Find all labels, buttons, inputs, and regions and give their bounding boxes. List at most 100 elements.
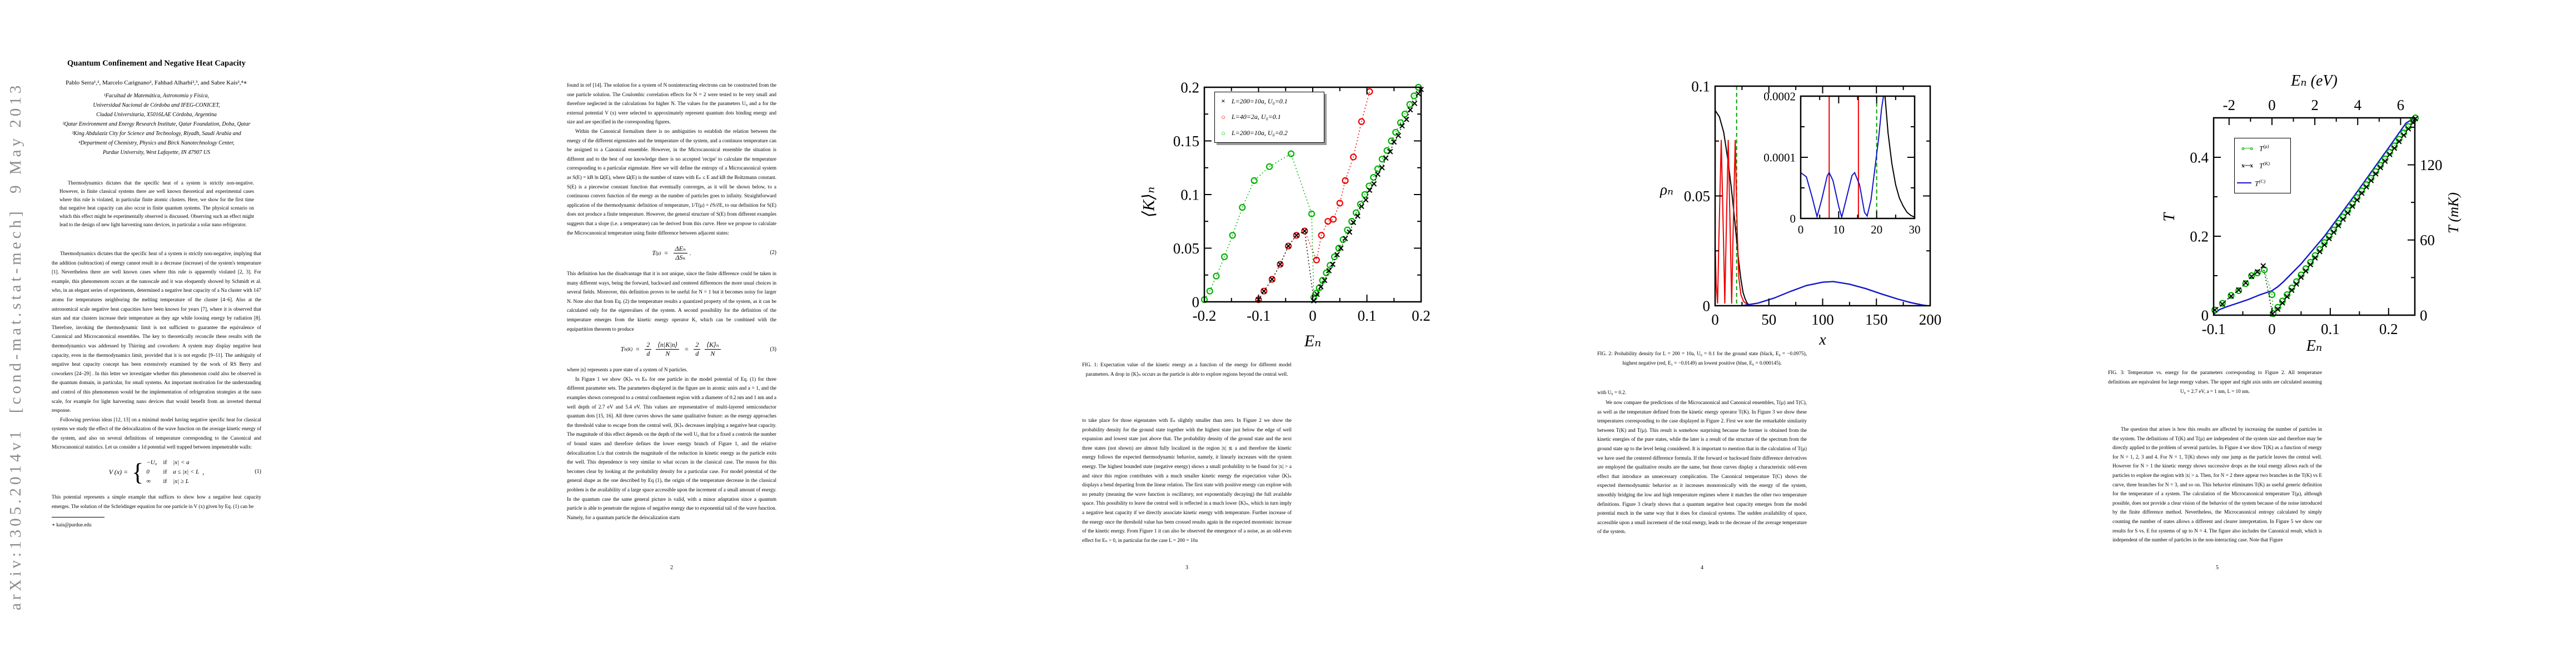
series-line — [2213, 117, 2415, 315]
tick-label: 0.1 — [2321, 321, 2340, 337]
legend-sup: (μ) — [2263, 143, 2269, 149]
eq3-frac4: ⟨K⟩ₙ N — [705, 341, 721, 358]
figure-2: 0 50 100 150 200 0 0.05 0.1 0 10 20 30 0 0.0001 0.0002… — [1651, 66, 1954, 360]
x-marker-icon — [1285, 243, 1292, 249]
circle-marker-icon — [1220, 253, 1228, 261]
x-marker-icon — [2321, 242, 2328, 248]
tick-label: 0.0001 — [1763, 151, 1796, 164]
circle-marker-icon — [2254, 269, 2261, 277]
legend-base: T — [2255, 178, 2259, 187]
x-marker-icon — [2308, 262, 2314, 268]
eq1-cond: |x| < a — [173, 459, 190, 466]
x-marker-icon — [2405, 126, 2411, 132]
x-marker-icon — [1387, 148, 1393, 155]
arxiv-stamp: arXiv:1305.2014v1 [cond-mat.stat-mech] 9… — [7, 82, 24, 610]
circle-marker-icon — [2228, 292, 2235, 299]
circle-marker-icon — [1401, 111, 1408, 118]
circle-marker-icon — [2261, 266, 2268, 273]
fig1-legend: × L=200=10a, U₀=0.1 ○ L=40=2a, U₀=0.1 ○ … — [1214, 92, 1324, 143]
equation-1: V (x) = { −U₀ if |x| < a 0 if a ≤ |x| < L ∞ i… — [52, 459, 261, 485]
x-marker-icon — [1358, 203, 1364, 210]
affiliations: ¹Facultad de Matemática, Astronomía y Fí… — [52, 91, 261, 157]
x-marker-icon — [1277, 261, 1283, 267]
circle-marker-icon — [1229, 232, 1236, 239]
legend-entry: × L=200=10a, U₀=0.1 — [1215, 97, 1324, 106]
x-marker-icon — [2289, 287, 2295, 293]
x-marker-icon — [2298, 274, 2304, 280]
circle-marker-icon: ○ — [1221, 112, 1225, 121]
plot-frame — [2213, 117, 2416, 316]
circle-marker-icon — [1329, 216, 1337, 223]
x-marker-icon — [1399, 123, 1405, 129]
x-marker-icon — [1334, 252, 1340, 257]
eq3-eq2: = — [684, 345, 689, 354]
eq3-frac3: 2 d — [694, 341, 701, 358]
tick-label: 0 — [1192, 293, 1200, 310]
x-marker-icon — [2294, 281, 2299, 287]
tick-label: 0 — [2268, 97, 2276, 113]
x-marker-icon — [1342, 236, 1348, 242]
x-marker-icon — [2219, 301, 2225, 307]
author-line: Pablo Serra¹,², Marcelo Carignano², Fahh… — [66, 79, 247, 86]
x-marker-icon — [1396, 132, 1401, 138]
tick-label: 0 — [2201, 307, 2209, 323]
x-marker-icon — [1347, 229, 1353, 235]
legend-sup: (C) — [2259, 178, 2266, 184]
paragraph: This potential represents a simple examp… — [52, 494, 261, 509]
tick-label: 200 — [1919, 311, 1942, 328]
legend-sup: (K) — [2263, 161, 2270, 167]
x-marker-icon — [1383, 155, 1389, 161]
tick-label: 0.05 — [1173, 240, 1199, 257]
legend-label: L=200=10a, U₀=0.2 — [1232, 129, 1288, 137]
abstract: Thermodynamics dictates that the specifi… — [59, 180, 254, 227]
circle-marker-icon — [1324, 218, 1332, 225]
legend-label: L=200=10a, U₀=0.1 — [1232, 97, 1288, 105]
paragraph: Following previous ideas [12, 13] on a m… — [52, 416, 261, 450]
circle-marker-icon — [1206, 287, 1213, 295]
circle-marker-icon — [1331, 253, 1338, 261]
tick-label: 0 — [1309, 307, 1317, 324]
series-line — [1742, 281, 1927, 307]
x-marker-icon — [2373, 171, 2379, 177]
series-line — [1258, 89, 1422, 302]
circle-marker-icon — [1350, 153, 1357, 161]
fig1-caption: FIG. 1: Expectation value of the kinetic… — [1082, 362, 1292, 377]
tick-label: 0 — [2268, 321, 2276, 337]
brace-icon: { — [132, 458, 144, 486]
eq1-val: ∞ — [146, 477, 151, 485]
fig3-left-label: T — [2160, 213, 2178, 222]
x-marker-icon — [1367, 187, 1373, 193]
circle-marker-icon — [2268, 291, 2276, 298]
x-marker-icon — [2354, 197, 2360, 203]
tick-label: 0 — [1703, 297, 1711, 314]
affiliation-line: ¹Facultad de Matemática, Astronomía y Fí… — [103, 93, 210, 99]
fig3-xlabel: Eₙ — [2306, 337, 2323, 355]
eq2-fraction: ΔEₙ ΔSₙ — [673, 245, 687, 262]
tick-label: 120 — [2420, 157, 2443, 173]
x-marker-icon — [2312, 255, 2318, 261]
tick-label: -2 — [2223, 97, 2236, 113]
x-marker-icon — [2401, 132, 2406, 138]
x-marker-icon — [1314, 291, 1320, 297]
paragraph: We now compare the predictions of the Mi… — [1597, 400, 1807, 535]
x-marker-icon — [1355, 213, 1361, 219]
tick-label: 0.0002 — [1763, 89, 1796, 103]
tick-label: 20 — [1871, 223, 1882, 236]
x-marker-icon — [2382, 158, 2388, 165]
tick-label: 6 — [2397, 97, 2405, 113]
x-marker-icon — [2386, 152, 2393, 157]
page-number: 2 — [670, 565, 673, 571]
eq1-if: if — [163, 477, 167, 485]
circle-marker-icon — [1397, 119, 1404, 126]
x-marker-icon — [1375, 171, 1381, 177]
circle-marker-icon — [1388, 137, 1395, 145]
x-marker-icon — [2326, 236, 2332, 242]
eq3-sub: n — [624, 346, 627, 352]
eq3-f2top: ⟨n|K|n⟩ — [656, 341, 680, 350]
affiliation-line: Universidad Nacional de Córdoba and IFEG… — [93, 102, 220, 108]
x-marker-icon — [2249, 273, 2255, 280]
eq1-val: −U₀ — [146, 459, 157, 466]
